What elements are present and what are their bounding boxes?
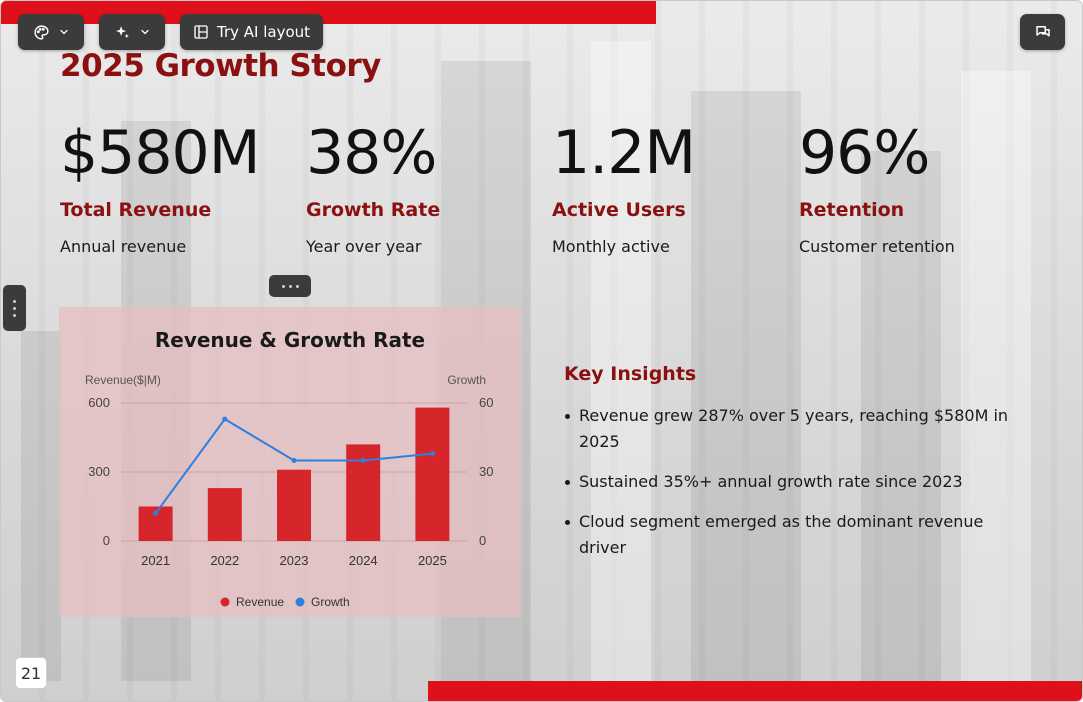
bg-building [21, 331, 61, 681]
stat-retention[interactable]: 96% Retention Customer retention [799, 119, 1039, 256]
stat-growth-rate[interactable]: 38% Growth Rate Year over year [306, 119, 546, 256]
slide-title[interactable]: 2025 Growth Story [60, 48, 381, 84]
revenue-bar [277, 469, 311, 541]
stat-label: Retention [799, 199, 905, 221]
drag-handle-horizontal[interactable] [269, 275, 311, 297]
stat-label: Active Users [552, 199, 686, 221]
chart-svg: Revenue & Growth Rate Revenue($|M) Growt… [85, 328, 493, 609]
drag-handle-vertical[interactable] [3, 285, 26, 331]
x-tick-label: 2023 [280, 553, 309, 568]
dot [295, 284, 299, 288]
revenue-bar [207, 488, 242, 541]
dot [13, 313, 16, 317]
stat-label: Total Revenue [60, 199, 212, 221]
revenue-bar [415, 407, 450, 541]
revenue-growth-chart[interactable]: Revenue & Growth Rate Revenue($|M) Growt… [59, 307, 521, 617]
legend-marker-revenue [220, 597, 230, 607]
theme-button[interactable] [18, 14, 84, 50]
stat-active-users[interactable]: 1.2M Active Users Monthly active [552, 119, 792, 256]
stat-value: 38% [306, 118, 437, 188]
growth-point [153, 510, 159, 516]
x-tick-label: 2022 [210, 553, 239, 568]
bg-building [591, 41, 651, 681]
comment-icon [1034, 23, 1052, 41]
palette-icon [33, 24, 50, 41]
bg-building [691, 91, 801, 681]
accent-bar-bottom [428, 681, 1082, 701]
dot [13, 306, 16, 310]
stat-total-revenue[interactable]: $580M Total Revenue Annual revenue [60, 119, 300, 256]
insight-item: Sustained 35%+ annual growth rate since … [565, 469, 1034, 495]
try-ai-layout-label: Try AI layout [216, 23, 311, 41]
insight-item: Revenue grew 287% over 5 years, reaching… [565, 403, 1034, 455]
y-tick-label: 0 [103, 533, 110, 548]
x-tick-label: 2025 [418, 553, 447, 568]
y2-tick-label: 0 [479, 533, 486, 548]
y-axis-label: Revenue($|M) [85, 373, 161, 387]
y2-tick-label: 60 [479, 395, 493, 410]
x-tick-label: 2024 [349, 553, 378, 568]
legend-label-growth: Growth [311, 595, 350, 609]
insights-list: Revenue grew 287% over 5 years, reaching… [564, 403, 1034, 561]
y2-axis-label: Growth [447, 373, 486, 387]
y-tick-label: 300 [88, 464, 110, 479]
comments-button[interactable] [1020, 14, 1065, 50]
insight-item: Cloud segment emerged as the dominant re… [565, 509, 1034, 561]
stat-label: Growth Rate [306, 199, 441, 221]
key-insights[interactable]: Key Insights Revenue grew 287% over 5 ye… [564, 363, 1034, 575]
y2-tick-label: 30 [479, 464, 493, 479]
layout-icon [193, 24, 209, 40]
stat-description: Customer retention [799, 237, 955, 256]
stat-value: 1.2M [552, 118, 696, 188]
sparkle-icon [114, 24, 131, 41]
stat-value: $580M [60, 118, 260, 188]
stat-description: Year over year [306, 237, 422, 256]
try-ai-layout-button[interactable]: Try AI layout [180, 14, 323, 50]
dot [13, 299, 16, 303]
ai-button[interactable] [99, 14, 165, 50]
chart-title: Revenue & Growth Rate [155, 328, 425, 352]
bg-building [861, 151, 941, 681]
x-tick-label: 2021 [141, 553, 170, 568]
chevron-down-icon [58, 26, 70, 38]
growth-point [222, 416, 228, 422]
chevron-down-icon [139, 26, 151, 38]
insights-title: Key Insights [564, 363, 697, 385]
dot [288, 284, 292, 288]
stat-description: Monthly active [552, 237, 670, 256]
page-number[interactable]: 21 [15, 657, 47, 689]
legend-label-revenue: Revenue [236, 595, 284, 609]
legend-marker-growth [295, 597, 305, 607]
dot [281, 284, 285, 288]
bg-building [961, 71, 1031, 681]
growth-point [291, 458, 297, 463]
stat-value: 96% [799, 118, 930, 188]
growth-point [429, 451, 435, 457]
growth-point [360, 458, 366, 463]
stat-description: Annual revenue [60, 237, 187, 256]
y-tick-label: 600 [88, 395, 110, 410]
